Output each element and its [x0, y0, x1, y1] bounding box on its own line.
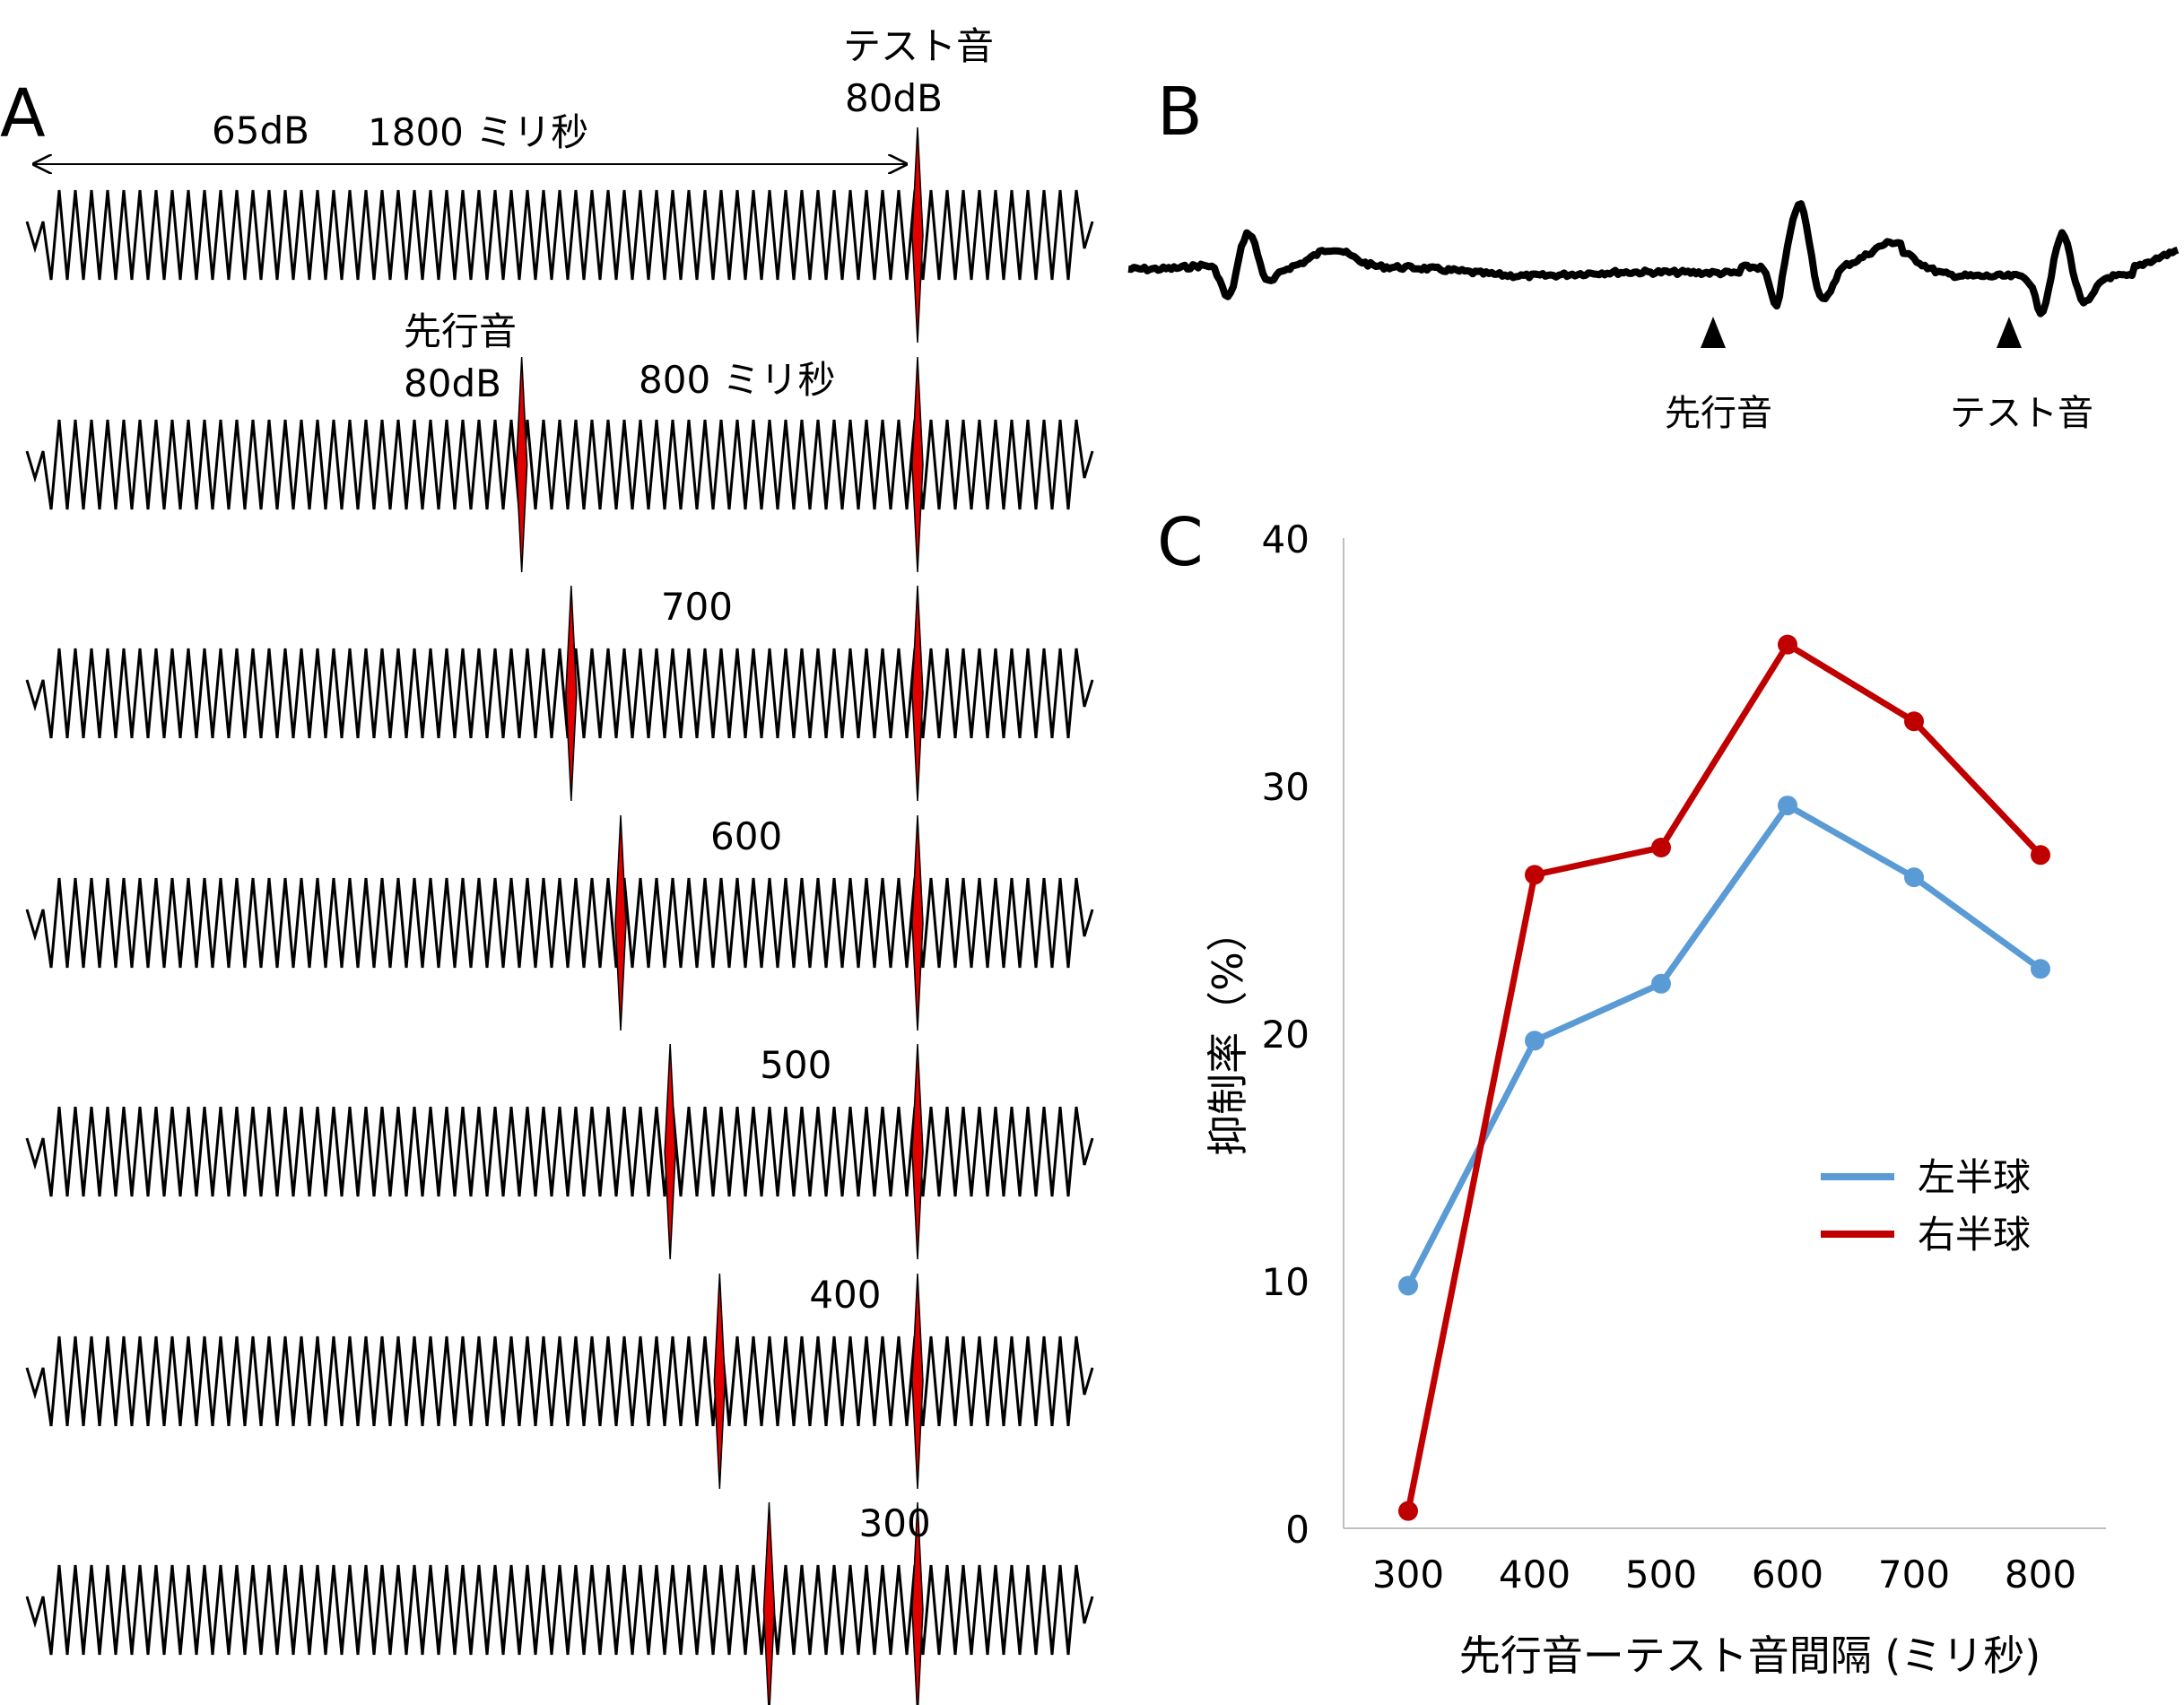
precursor-marker	[614, 814, 627, 1031]
background-level-label: 65dB	[212, 109, 309, 152]
chart-series	[1398, 634, 2050, 1521]
precursor-marker	[762, 1501, 776, 1705]
series-line	[1405, 802, 2043, 1288]
neural-response-trace	[1127, 200, 2180, 318]
x-tick-label: 600	[1752, 1553, 1823, 1596]
series-group	[1398, 634, 2050, 1521]
test-tone-level-label: 80dB	[845, 76, 943, 120]
test-tone-marker	[911, 356, 924, 573]
test-tone-marker	[911, 1501, 924, 1705]
panel-a: A 65dB 1800 ミリ秒 テスト音 80dB 先行音 80dB 800 ミ…	[0, 24, 1094, 1705]
y-tick-label: 0	[1285, 1508, 1310, 1552]
background-tone-waveform	[25, 419, 1094, 510]
y-tick-labels: 0 10 20 30 40	[1262, 518, 1310, 1552]
x-tick-label: 800	[2005, 1553, 2076, 1596]
test-tone-arrow-label: テスト音	[1950, 393, 2093, 434]
data-point	[1778, 796, 1797, 816]
data-point	[1651, 838, 1671, 857]
test-tone-marker	[911, 126, 924, 344]
data-point	[1651, 973, 1671, 994]
precursor-marker	[713, 1273, 727, 1490]
data-point	[1398, 1501, 1418, 1521]
x-axis-title: 先行音ーテスト音間隔 (ミリ秒)	[1459, 1631, 2041, 1680]
data-point	[1525, 1031, 1544, 1051]
stimulus-row: 600	[25, 814, 1094, 1031]
y-tick-label: 30	[1262, 765, 1310, 809]
test-tone-marker	[911, 814, 924, 1031]
precursor-marker	[515, 356, 528, 573]
interval-label: 500	[760, 1043, 831, 1087]
precursor-title-label: 先行音	[404, 309, 517, 353]
panel-b: B 先行音 テスト音	[1127, 74, 2180, 434]
panel-c-letter: C	[1157, 504, 1204, 581]
x-tick-label: 700	[1878, 1553, 1950, 1596]
y-tick-label: 10	[1262, 1260, 1310, 1304]
test-tone-marker	[911, 585, 924, 802]
background-tone-waveform	[25, 189, 1094, 281]
y-tick-label: 40	[1262, 518, 1310, 561]
data-point	[1778, 634, 1797, 655]
test-tone-title-label: テスト音	[843, 24, 994, 68]
background-tone-waveform	[25, 648, 1094, 739]
stimulus-row	[25, 356, 1094, 573]
x-tick-label: 400	[1499, 1553, 1571, 1596]
precursor-arrowhead-icon	[1701, 317, 1726, 348]
background-tone-waveform	[25, 1564, 1094, 1656]
x-tick-labels: 300 400 500 600 700 800	[1372, 1553, 2076, 1596]
legend-label: 左半球	[1918, 1155, 2031, 1199]
x-tick-label: 500	[1625, 1553, 1697, 1596]
series-line	[1405, 641, 2043, 1512]
test-tone-arrowhead-icon	[1997, 317, 2022, 348]
test-tone-marker	[911, 1273, 924, 1490]
interval-label: 400	[809, 1273, 881, 1317]
legend-label: 右半球	[1918, 1213, 2031, 1257]
stimulus-row: 500	[25, 1043, 1094, 1260]
precursor-marker	[565, 585, 578, 802]
stimulus-row: 700	[25, 585, 1094, 802]
background-tone-waveform	[25, 1106, 1094, 1197]
stimulus-row: 300	[25, 1501, 1094, 1705]
precursor-level-label: 80dB	[404, 361, 501, 405]
data-point	[1904, 867, 1924, 888]
interval-label: 300	[859, 1501, 931, 1545]
precursor-marker	[664, 1043, 676, 1260]
data-point	[1398, 1275, 1418, 1296]
data-point	[2031, 959, 2050, 979]
data-point	[1904, 711, 1924, 732]
stimulus-row	[25, 126, 1094, 344]
data-point	[2031, 845, 2050, 866]
precursor-arrow-label: 先行音	[1665, 393, 1772, 434]
interval-800-label: 800 ミリ秒	[639, 358, 836, 402]
panel-a-letter: A	[0, 75, 46, 152]
data-point	[1525, 865, 1544, 885]
x-tick-label: 300	[1372, 1553, 1444, 1596]
interval-label: 700	[661, 585, 733, 629]
background-tone-waveform	[25, 877, 1094, 969]
series-group	[1398, 796, 2050, 1296]
stimulus-row: 400	[25, 1273, 1094, 1490]
test-tone-marker	[911, 1043, 924, 1260]
y-axis-title: 抑制率（%）	[1204, 910, 1252, 1156]
interval-label: 600	[710, 814, 782, 858]
background-tone-waveform	[25, 1335, 1094, 1427]
total-duration-label: 1800 ミリ秒	[368, 110, 588, 154]
y-tick-label: 20	[1262, 1013, 1310, 1057]
stimulus-rows: 700 600 500 400 300	[25, 126, 1094, 1705]
panel-b-letter: B	[1157, 74, 1203, 151]
